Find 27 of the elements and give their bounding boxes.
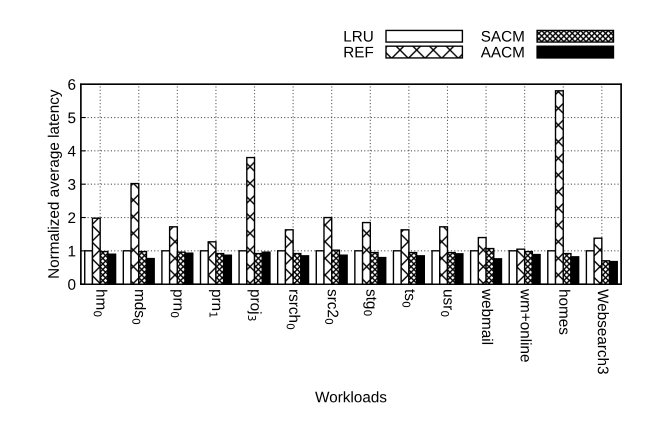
x-tick-label: usr$_{0}$	[440, 290, 452, 316]
x-tick-label: prn$_{1}$	[208, 290, 220, 318]
y-tick-label: 4	[68, 146, 76, 156]
y-tick-label: 2	[68, 212, 76, 224]
y-axis-title: Normalized average latency	[48, 90, 62, 278]
y-tick-label: 5	[68, 112, 76, 124]
legend-label: REF	[344, 46, 374, 58]
legend-label: AACM	[480, 46, 524, 58]
y-tick-label: 3	[68, 179, 76, 190]
x-tick-label: mds$_{0}$	[132, 290, 146, 324]
x-tick-label: prn$_{0}$	[170, 290, 182, 318]
x-tick-label: proj$_{3}$	[247, 290, 262, 321]
y-tick-label: 1	[68, 246, 76, 256]
y-tick-label: 6	[68, 79, 76, 90]
x-tick-label: homes	[559, 290, 570, 334]
x-tick-label: webmail	[482, 289, 494, 344]
x-tick-label: src2$_{0}$	[325, 289, 338, 324]
x-tick-label: stg$_{0}$	[363, 289, 376, 316]
x-tick-label: hm$_{0}$	[94, 290, 108, 316]
x-tick-label: wm+online	[520, 289, 532, 362]
y-tick-label: 0	[68, 279, 76, 290]
legend-label: SACM	[481, 30, 524, 42]
x-tick-label: ts$_{0}$	[402, 289, 415, 308]
legend-label: LRU	[344, 31, 373, 42]
x-tick-label: rsrch$_{0}$	[286, 290, 300, 330]
x-tick-label: Websearch3	[598, 289, 609, 374]
x-axis-title: Workloads	[315, 391, 386, 402]
